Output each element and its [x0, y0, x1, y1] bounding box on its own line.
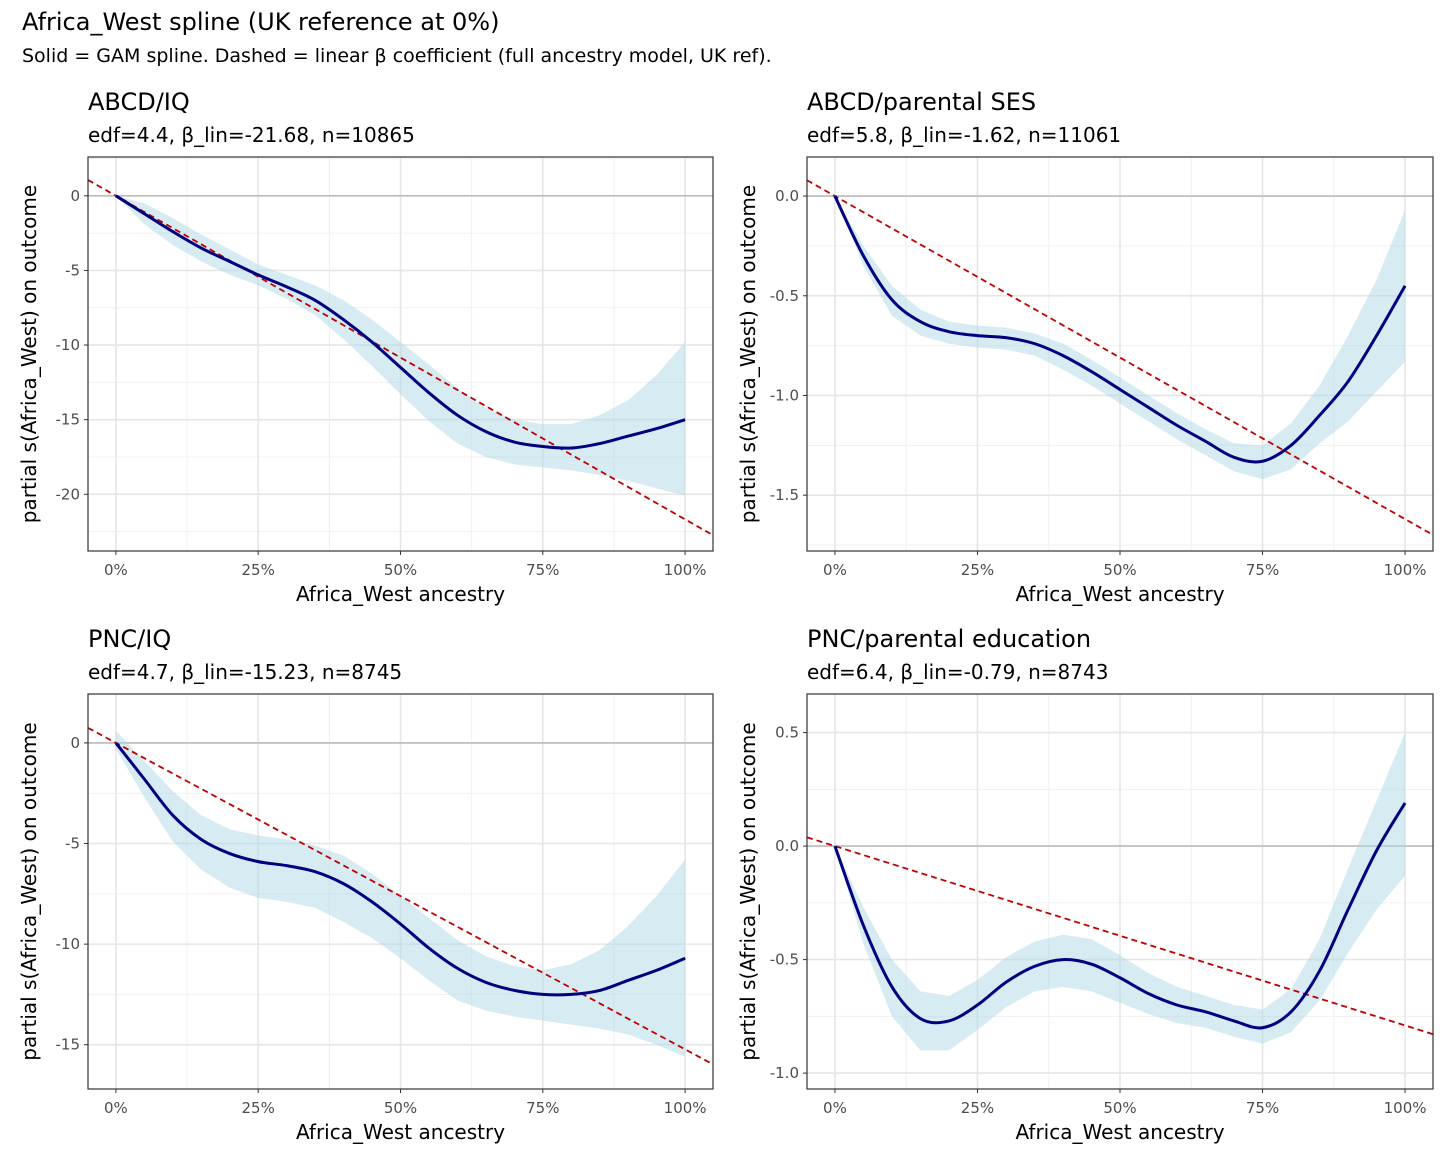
x-tick-label: 0%	[104, 1099, 128, 1117]
y-tick-label: -15	[56, 411, 81, 429]
y-tick-label: -5	[65, 261, 80, 279]
y-tick-label: 0.5	[775, 724, 799, 742]
x-axis-label: Africa_West ancestry	[296, 582, 505, 606]
x-tick-label: 50%	[384, 561, 417, 579]
figure-subtitle: Solid = GAM spline. Dashed = linear β co…	[22, 45, 772, 67]
y-tick-label: 0.0	[775, 187, 799, 205]
panel-1: ABCD/IQ edf=4.4, β_lin=-21.68, n=10865 0% 2…	[17, 88, 714, 606]
x-tick-label: 0%	[104, 561, 128, 579]
y-tick-label: -0.5	[770, 287, 799, 305]
y-axis-label: partial s(Africa_West) on outcome	[17, 185, 41, 523]
plot-area	[88, 157, 713, 551]
y-tick-label: 0	[70, 734, 80, 752]
x-tick-label: 25%	[961, 561, 994, 579]
x-tick-label: 75%	[526, 1099, 559, 1117]
x-tick-label: 50%	[1103, 561, 1136, 579]
x-axis-label: Africa_West ancestry	[1015, 1120, 1224, 1144]
y-tick-label: -0.5	[770, 951, 799, 969]
gam-spline-line	[114, 741, 686, 997]
y-tick-label: -5	[65, 835, 80, 853]
x-tick-label: 75%	[1246, 1099, 1279, 1117]
x-tick-label: 0%	[823, 561, 847, 579]
panel-title: PNC/parental education	[807, 625, 1091, 653]
gam-spline-line	[833, 802, 1407, 1030]
panel-subtitle: edf=4.7, β_lin=-15.23, n=8745	[88, 660, 402, 684]
linear-fit-line	[88, 727, 713, 1066]
x-tick-label: 100%	[1384, 561, 1427, 579]
plot-area	[807, 694, 1433, 1089]
confidence-ribbon	[834, 196, 1406, 480]
panel-2: ABCD/parental SES edf=5.8, β_lin=-1.62, n…	[736, 88, 1434, 606]
plot-area	[807, 157, 1433, 551]
y-tick-label: -10	[56, 336, 81, 354]
panel-title: ABCD/IQ	[88, 88, 190, 116]
y-axis-label: partial s(Africa_West) on outcome	[736, 185, 760, 523]
x-tick-label: 50%	[1103, 1099, 1136, 1117]
gam-spline-line	[115, 194, 686, 450]
y-tick-label: -20	[56, 485, 81, 503]
figure-title: Africa_West spline (UK reference at 0%)	[22, 8, 499, 36]
y-tick-label: 0.0	[775, 837, 799, 855]
x-tick-label: 25%	[242, 561, 275, 579]
x-tick-label: 100%	[664, 561, 707, 579]
x-tick-label: 50%	[384, 1099, 417, 1117]
x-tick-label: 100%	[1384, 1099, 1427, 1117]
y-tick-label: -1.0	[770, 1064, 799, 1082]
x-axis-label: Africa_West ancestry	[296, 1120, 505, 1144]
y-axis-label: partial s(Africa_West) on outcome	[736, 722, 760, 1060]
panel-title: PNC/IQ	[88, 625, 171, 653]
panel-subtitle: edf=4.4, β_lin=-21.68, n=10865	[88, 123, 415, 147]
x-tick-label: 75%	[1246, 561, 1279, 579]
x-tick-label: 25%	[961, 1099, 994, 1117]
y-tick-label: -1.5	[770, 486, 799, 504]
panel-title: ABCD/parental SES	[807, 88, 1036, 116]
confidence-ribbon	[834, 732, 1406, 1051]
x-tick-label: 100%	[664, 1099, 707, 1117]
panel-subtitle: edf=5.8, β_lin=-1.62, n=11061	[807, 123, 1121, 147]
confidence-ribbon	[115, 730, 686, 1057]
panel-3: PNC/IQ edf=4.7, β_lin=-15.23, n=8745 0% 25%…	[17, 625, 714, 1144]
x-tick-label: 0%	[823, 1099, 847, 1117]
x-tick-label: 25%	[242, 1099, 275, 1117]
panels: ABCD/IQ edf=4.4, β_lin=-21.68, n=10865 0% 2…	[17, 88, 1434, 1144]
y-tick-label: -1.0	[770, 386, 799, 404]
y-tick-label: -10	[56, 935, 81, 953]
x-axis-label: Africa_West ancestry	[1015, 582, 1224, 606]
confidence-ribbon	[115, 195, 686, 496]
panel-subtitle: edf=6.4, β_lin=-0.79, n=8743	[807, 660, 1108, 684]
y-tick-label: 0	[70, 187, 80, 205]
gam-spline-line	[833, 195, 1407, 464]
plot-area	[88, 694, 713, 1089]
y-tick-label: -15	[56, 1036, 81, 1054]
y-axis-label: partial s(Africa_West) on outcome	[17, 722, 41, 1060]
x-tick-label: 75%	[526, 561, 559, 579]
panel-4: PNC/parental education edf=6.4, β_lin=-0.…	[736, 625, 1434, 1144]
